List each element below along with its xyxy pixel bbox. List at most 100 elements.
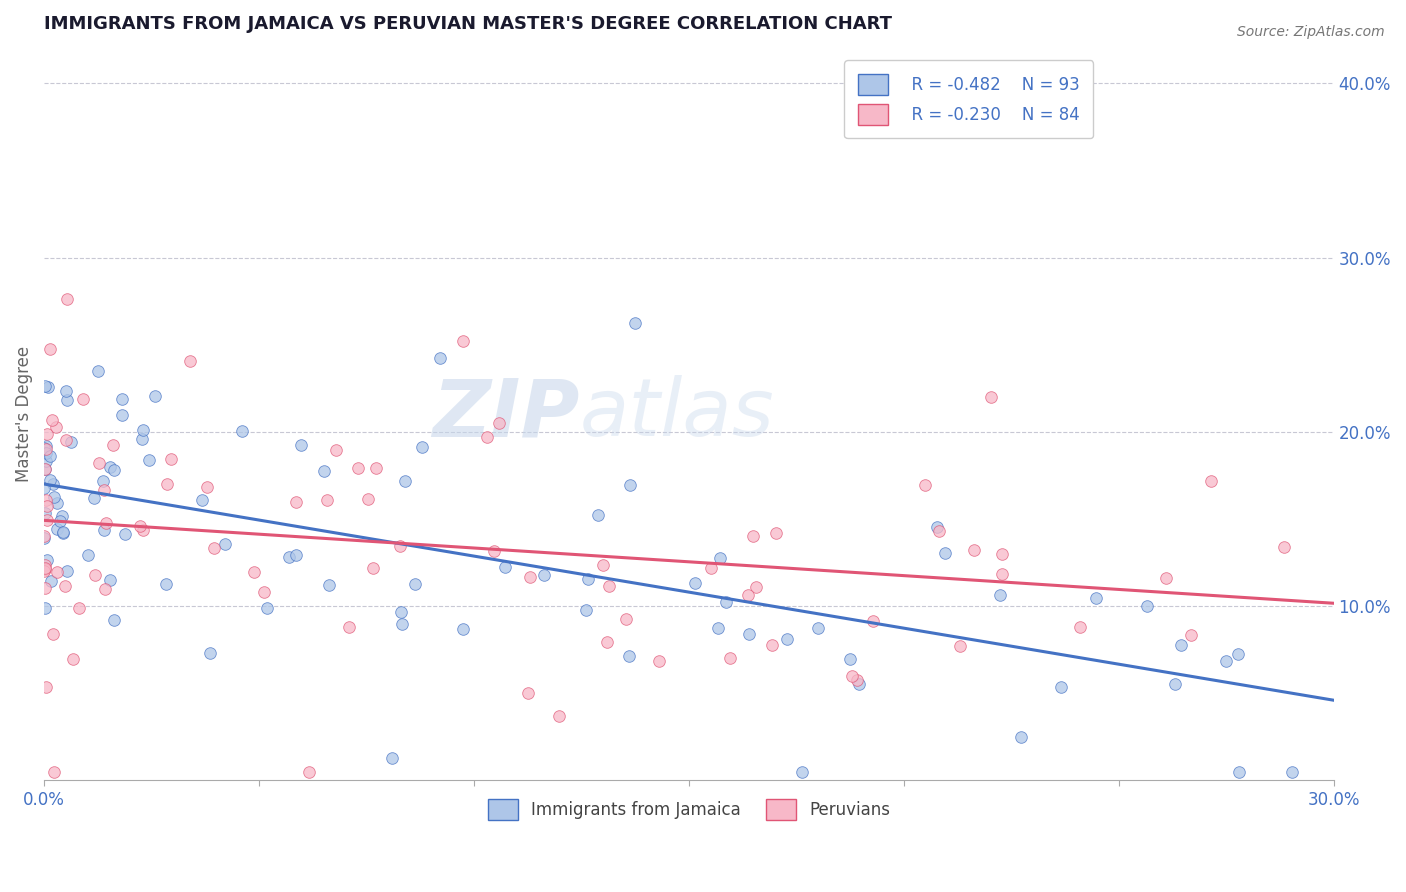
Point: [103, 438, 125, 452]
Point: [848, 677, 870, 691]
Point: [845, 673, 868, 687]
Point: [34, 561, 56, 575]
Point: [34, 680, 56, 694]
Point: [87, 456, 110, 470]
Point: [411, 440, 433, 454]
Point: [1227, 764, 1250, 779]
Point: [98, 574, 121, 588]
Point: [34, 454, 56, 468]
Point: [290, 438, 312, 452]
Point: [394, 474, 416, 488]
Point: [34, 564, 56, 578]
Point: [191, 493, 214, 508]
Y-axis label: Master's Degree: Master's Degree: [15, 346, 32, 483]
Point: [256, 601, 278, 615]
Point: [41, 413, 63, 427]
Point: [39, 449, 62, 463]
Point: [494, 560, 516, 574]
Point: [34, 561, 56, 575]
Point: [934, 546, 956, 560]
Point: [45, 523, 67, 537]
Point: [337, 620, 360, 634]
Point: [128, 519, 150, 533]
Point: [1136, 599, 1159, 613]
Point: [389, 605, 412, 619]
Point: [55, 384, 77, 398]
Point: [34, 558, 56, 572]
Point: [741, 529, 763, 543]
Point: [55, 433, 77, 447]
Point: [1170, 638, 1192, 652]
Point: [160, 452, 183, 467]
Point: [103, 462, 125, 476]
Point: [346, 461, 368, 475]
Point: [93, 523, 115, 537]
Point: [404, 577, 426, 591]
Point: [34, 462, 56, 476]
Point: [41, 626, 63, 640]
Point: [391, 616, 413, 631]
Point: [42, 490, 65, 504]
Point: [1215, 655, 1237, 669]
Point: [204, 541, 226, 555]
Point: [93, 483, 115, 498]
Point: [131, 432, 153, 446]
Point: [179, 353, 201, 368]
Point: [62, 652, 84, 666]
Point: [914, 477, 936, 491]
Point: [98, 460, 121, 475]
Point: [39, 342, 62, 356]
Point: [388, 539, 411, 553]
Point: [253, 585, 276, 599]
Point: [35, 439, 58, 453]
Point: [745, 580, 768, 594]
Point: [477, 430, 499, 444]
Point: [949, 639, 972, 653]
Point: [619, 477, 641, 491]
Point: [1199, 475, 1222, 489]
Point: [32, 441, 55, 455]
Point: [1164, 676, 1187, 690]
Point: [1050, 680, 1073, 694]
Point: [37, 380, 59, 394]
Point: [91, 474, 114, 488]
Point: [807, 621, 830, 635]
Point: [214, 537, 236, 551]
Point: [576, 572, 599, 586]
Point: [56, 292, 79, 306]
Point: [67, 601, 90, 615]
Point: [596, 635, 619, 649]
Point: [72, 392, 94, 406]
Point: [1085, 591, 1108, 605]
Legend: Immigrants from Jamaica, Peruvians: Immigrants from Jamaica, Peruvians: [481, 792, 897, 827]
Point: [364, 460, 387, 475]
Point: [980, 390, 1002, 404]
Point: [963, 543, 986, 558]
Point: [198, 646, 221, 660]
Point: [77, 548, 100, 562]
Point: [231, 424, 253, 438]
Point: [1010, 730, 1032, 744]
Point: [45, 496, 67, 510]
Point: [39, 574, 62, 589]
Point: [52, 525, 75, 540]
Point: [533, 567, 555, 582]
Point: [35, 499, 58, 513]
Point: [315, 493, 337, 508]
Point: [56, 565, 79, 579]
Point: [35, 513, 58, 527]
Point: [35, 446, 58, 460]
Point: [96, 516, 118, 530]
Point: [991, 566, 1014, 581]
Point: [862, 614, 884, 628]
Point: [132, 423, 155, 437]
Point: [83, 491, 105, 505]
Point: [37, 552, 59, 566]
Point: [737, 588, 759, 602]
Point: [242, 565, 264, 579]
Point: [48, 514, 70, 528]
Point: [59, 435, 82, 450]
Point: [155, 577, 177, 591]
Point: [548, 709, 571, 723]
Point: [32, 529, 55, 543]
